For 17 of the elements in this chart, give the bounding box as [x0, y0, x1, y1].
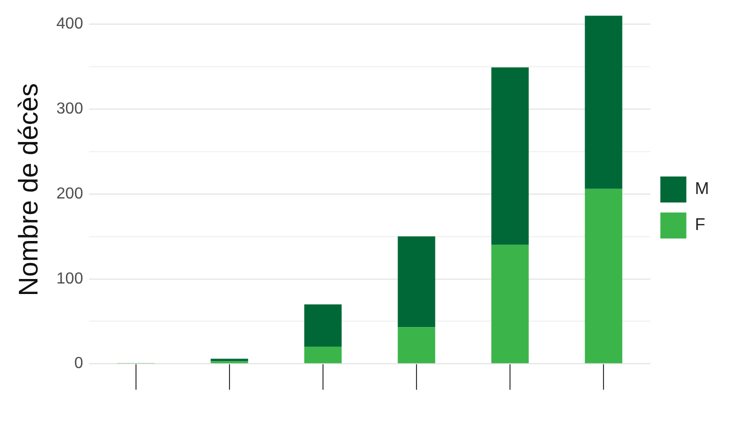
y-tick-label: 400 — [56, 16, 84, 32]
bar — [210, 358, 248, 362]
y-axis-title: Nombre de décès — [14, 83, 44, 296]
bar — [584, 16, 622, 189]
bar — [491, 67, 529, 245]
y-tick-label: 0 — [74, 355, 84, 372]
legend-label: F — [694, 215, 706, 234]
bar — [584, 188, 622, 364]
bar — [398, 236, 436, 328]
legend-label: M — [694, 179, 710, 198]
bar — [491, 244, 529, 364]
y-tick-label: 300 — [56, 100, 84, 118]
bar — [304, 346, 342, 364]
y-tick-label: 200 — [56, 185, 84, 202]
bar — [304, 304, 342, 347]
bar — [398, 327, 436, 364]
y-tick-label: 100 — [56, 270, 84, 288]
